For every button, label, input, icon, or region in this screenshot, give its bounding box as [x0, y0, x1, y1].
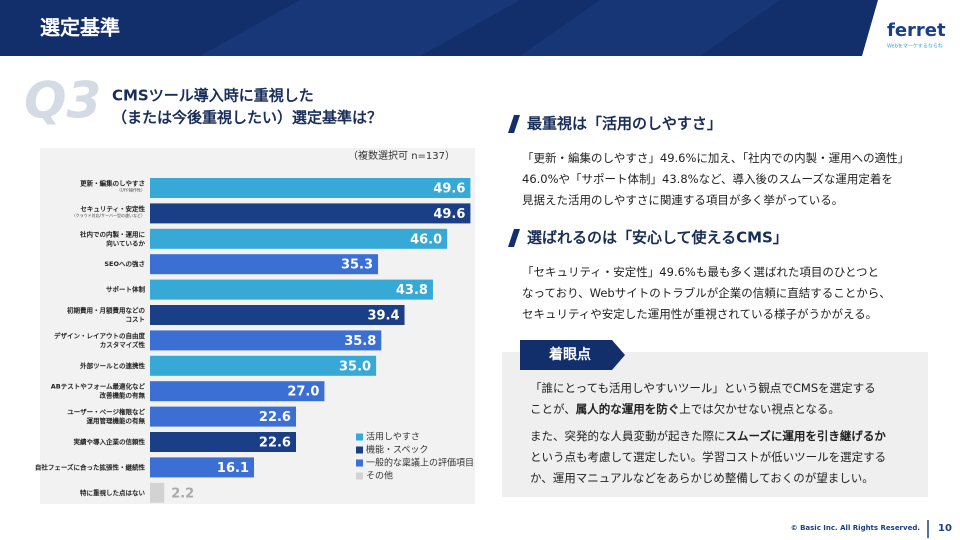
value-label: 43.8 [396, 283, 428, 298]
text-segment: スムーズに運用を引き継げるか [726, 429, 887, 443]
category-label: ABテストやフォーム最適化など [51, 382, 146, 391]
header-pattern [200, 0, 520, 56]
section-text: 「更新・編集のしやすさ」49.6%に加え、「社内での内製・運用への適性」 [522, 151, 909, 165]
category-label: デザイン・レイアウトの自由度 [54, 331, 146, 340]
category-label: 更新・編集のしやすさ [80, 179, 145, 188]
section-text: セキュリティや安定した運用性が重視されている様子がうかがえる。 [522, 307, 877, 321]
bar [150, 432, 296, 452]
category-label: 向いているか [106, 238, 145, 247]
focus-text: か、運用マニュアルなどをあらかじめ整備しておくのが望ましい。 [530, 471, 874, 485]
focus-box [502, 352, 928, 497]
heading-icon [508, 115, 520, 133]
logo-area [862, 0, 960, 56]
focus-text: 「誰にとっても活用しやすいツール」という観点でCMSを選定する [530, 381, 876, 395]
value-label: 49.6 [433, 182, 465, 197]
focus-text: また、突発的な人員変動が起きた際にスムーズに運用を引き継げるか [530, 429, 886, 443]
page-title: 選定基準 [40, 16, 120, 40]
question-line: CMSツール導入時に重視した [112, 87, 314, 105]
category-label: 外部ツールとの連携性 [80, 361, 145, 370]
focus-text: ことが、属人的な運用を防ぐ上では欠かせない視点となる。 [530, 402, 840, 416]
header-pattern [520, 0, 780, 56]
text-segment: 「セキュリティ・安定性」49.6%も最も多く選ばれた項目のひとつと [522, 265, 879, 279]
section-text: なっており、Webサイトのトラブルが企業の信頼に直結することから、 [522, 286, 891, 300]
category-note: （UIや操作性） [117, 187, 145, 193]
text-segment: 属人的な運用を防ぐ [576, 402, 680, 416]
category-label: コスト [126, 316, 146, 324]
bar [150, 228, 448, 249]
category-label: SEOへの強さ [104, 259, 145, 268]
bar [150, 457, 255, 478]
value-label: 22.6 [259, 436, 291, 451]
text-segment: か、運用マニュアルなどをあらかじめ整備しておくのが望ましい。 [530, 471, 874, 485]
bar [150, 355, 377, 376]
bar [150, 482, 165, 503]
bar [150, 254, 379, 275]
value-label: 27.0 [287, 385, 319, 400]
value-label: 35.8 [344, 334, 376, 349]
copyright: © Basic Inc. All Rights Reserved. [791, 524, 920, 532]
focus-label: 着眼点 [548, 346, 591, 363]
category-label: 自社フェーズに合った拡張性・継続性 [35, 462, 146, 471]
text-segment: 見据えた活用のしやすさに関連する項目が多く挙がっている。 [522, 193, 843, 207]
category-label: 運用管理機能の有無 [87, 416, 146, 425]
text-segment: なっており、Webサイトのトラブルが企業の信頼に直結することから、 [522, 286, 891, 300]
page-number: 10 [938, 523, 952, 534]
legend-swatch [356, 459, 363, 467]
bar [150, 279, 433, 300]
text-segment: ことが、 [530, 402, 576, 416]
category-label: ユーザー・ページ権限など [67, 407, 145, 416]
bar [150, 305, 405, 325]
category-label: セキュリティ・安定性 [80, 204, 145, 213]
bar [150, 330, 382, 351]
text-segment: 「更新・編集のしやすさ」49.6%に加え、「社内での内製・運用への適性」 [522, 151, 909, 165]
category-label: 実績や導入企業の信頼性 [74, 437, 146, 446]
text-segment: 「誰にとっても活用しやすいツール」という観点でCMSを選定する [530, 381, 876, 395]
value-label: 49.6 [433, 207, 465, 222]
category-label: カスタマイズ性 [100, 340, 146, 349]
bar [150, 406, 296, 427]
text-segment: 上では欠かせない視点となる。 [679, 402, 840, 416]
value-label: 22.6 [259, 410, 291, 425]
legend-label: 機能・スペック [366, 444, 428, 456]
value-label: 16.1 [217, 461, 249, 476]
heading-icon [508, 229, 520, 247]
value-label: 46.0 [410, 232, 442, 247]
text-segment: という点も考慮して選定したい。学習コストが低いツールを選定する [530, 450, 886, 464]
section-heading: 選ばれるのは「安心して使えるCMS」 [527, 229, 788, 247]
bar [150, 381, 325, 402]
category-label: 改善機能の有無 [100, 391, 146, 400]
section-text: 見据えた活用のしやすさに関連する項目が多く挙がっている。 [522, 193, 843, 207]
legend-label: その他 [366, 470, 393, 482]
value-label: 2.2 [171, 486, 194, 501]
legend-label: 一般的な稟議上の評価項目 [366, 457, 474, 469]
value-label: 35.3 [341, 258, 373, 273]
category-label: 初期費用・月額費用などの [67, 306, 146, 315]
category-note: （クラウド対応/サーバー型の違いなど） [72, 212, 145, 218]
logo: ferret [887, 20, 946, 41]
chart-note: （複数選択可 n=137） [348, 149, 455, 162]
section-text: 46.0%や「サポート体制」43.8%など、導入後のスムーズな運用定着を [522, 172, 893, 186]
category-label: 特に重視した点はない [80, 488, 146, 497]
value-label: 39.4 [367, 309, 399, 324]
section-text: 「セキュリティ・安定性」49.6%も最も多く選ばれた項目のひとつと [522, 265, 879, 279]
text-segment: また、突発的な人員変動が起きた際に [530, 429, 726, 443]
legend-swatch [356, 433, 363, 441]
category-label: サポート体制 [106, 285, 146, 294]
focus-tab [520, 340, 625, 370]
text-segment: セキュリティや安定した運用性が重視されている様子がうかがえる。 [522, 307, 877, 321]
value-label: 35.0 [339, 359, 371, 374]
question-line: （または今後重視したい）選定基準は？ [112, 109, 382, 127]
tagline: Webをマーケするならね [887, 43, 943, 50]
q-label: Q3 [24, 72, 101, 130]
focus-text: という点も考慮して選定したい。学習コストが低いツールを選定する [530, 450, 886, 464]
text-segment: 46.0%や「サポート体制」43.8%など、導入後のスムーズな運用定着を [522, 172, 893, 186]
section-heading: 最重視は「活用のしやすさ」 [527, 115, 722, 133]
category-label: 社内での内製・運用に [80, 229, 145, 238]
legend-swatch [356, 446, 363, 454]
legend-label: 活用しやすさ [366, 431, 420, 443]
bar [150, 178, 471, 198]
legend-swatch [356, 472, 363, 480]
bar [150, 203, 471, 224]
